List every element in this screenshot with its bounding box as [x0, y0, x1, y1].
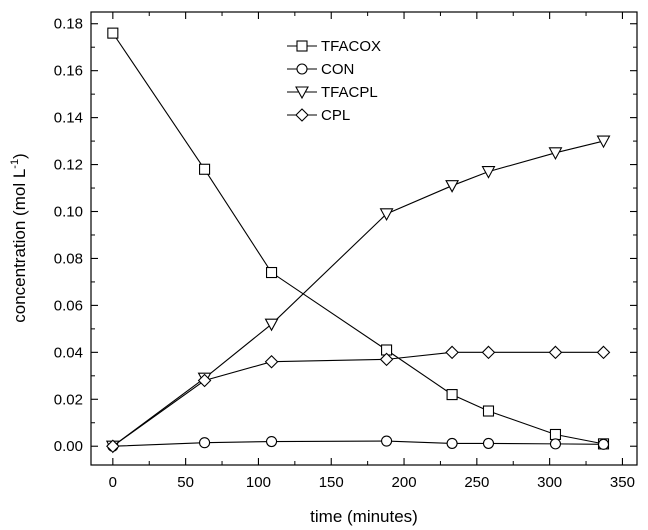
y-tick-label: 0.06 — [54, 297, 83, 314]
y-tick-label: 0.08 — [54, 250, 83, 267]
x-tick-label: 150 — [319, 474, 344, 491]
data-point-tfacpl — [445, 180, 460, 193]
data-point-cpl — [548, 345, 563, 360]
data-point-cpl — [197, 373, 212, 388]
data-point-tfacpl — [264, 318, 279, 332]
legend-marker — [295, 108, 309, 122]
y-tick-label: 0.02 — [54, 391, 83, 408]
legend-label: CON — [321, 61, 354, 78]
series-layer — [105, 27, 611, 454]
data-point-cpl — [445, 345, 459, 360]
legend-item-tfacox: TFACOX — [287, 38, 381, 55]
series-tfacpl — [105, 135, 611, 454]
series-line-cpl — [112, 351, 604, 447]
data-point-tfacox — [199, 163, 211, 175]
data-point-con — [199, 437, 211, 449]
data-point-tfacox — [446, 389, 458, 401]
y-tick-label: 0.14 — [54, 110, 83, 127]
data-point-cpl — [264, 354, 279, 369]
y-tick-label: 0.04 — [54, 344, 83, 361]
y-tick-label: 0.00 — [54, 438, 83, 455]
y-tick-label: 0.16 — [54, 63, 83, 80]
y-tick-label: 0.10 — [54, 204, 83, 221]
y-axis-title: concentration (mol L-1) — [9, 153, 29, 322]
y-axis-title-main: concentration (mol L — [10, 169, 29, 323]
series-cpl — [106, 345, 611, 454]
top-axis-ticks — [112, 12, 623, 19]
legend-label: TFACPL — [321, 84, 378, 101]
x-tick-label: 350 — [610, 474, 635, 491]
data-point-tfacox — [482, 405, 495, 417]
y-axis-title-sup: -1 — [9, 159, 21, 169]
data-point-tfacox — [265, 266, 278, 279]
legend-label: CPL — [321, 107, 350, 124]
x-tick-label: 100 — [246, 474, 271, 491]
data-point-con — [549, 438, 562, 450]
y-axis: 0.00 0.02 0.04 0.06 0.08 0.10 0.12 0.14 0.16 0.18 — [54, 16, 98, 455]
data-point-cpl — [379, 352, 394, 367]
x-axis: 0 50 100 150 200 250 300 350 — [109, 458, 635, 491]
y-tick-label: 0.18 — [54, 16, 83, 33]
data-point-con — [265, 435, 278, 448]
x-tick-label: 50 — [177, 474, 194, 491]
legend-item-cpl: CPL — [287, 107, 350, 124]
data-point-cpl — [596, 345, 611, 360]
series-line-tfacpl — [112, 140, 604, 447]
plot-frame — [90, 11, 638, 466]
data-point-tfacpl — [481, 166, 496, 179]
data-point-con — [482, 437, 495, 449]
data-point-con — [381, 435, 393, 447]
legend-marker — [296, 40, 308, 52]
data-point-tfacpl — [379, 208, 394, 222]
y-axis-title-close: ) — [10, 153, 29, 159]
data-point-tfacpl — [596, 135, 611, 149]
x-tick-label: 300 — [537, 474, 562, 491]
data-point-tfacox — [107, 27, 119, 39]
data-point-tfacpl — [548, 147, 563, 160]
data-point-cpl — [481, 345, 496, 360]
legend-marker — [296, 63, 308, 75]
x-tick-label: 250 — [464, 474, 489, 491]
legend: TFACOX CON TFACPL CPL — [287, 38, 381, 124]
series-line-con — [112, 440, 604, 447]
legend-label: TFACOX — [321, 38, 381, 55]
legend-item-con: CON — [287, 61, 354, 78]
data-point-con — [597, 438, 610, 450]
series-line-tfacox — [112, 32, 604, 445]
y-tick-label: 0.12 — [54, 157, 83, 174]
data-point-tfacox — [549, 428, 562, 441]
x-tick-label: 200 — [392, 474, 417, 491]
data-point-cpl — [106, 439, 120, 454]
legend-item-tfacpl: TFACPL — [287, 84, 378, 101]
series-con — [107, 435, 610, 452]
x-axis-title: time (minutes) — [310, 507, 418, 526]
x-tick-label: 0 — [109, 474, 117, 491]
data-point-con — [446, 437, 458, 449]
legend-marker — [295, 86, 309, 100]
right-axis-ticks — [630, 23, 637, 447]
